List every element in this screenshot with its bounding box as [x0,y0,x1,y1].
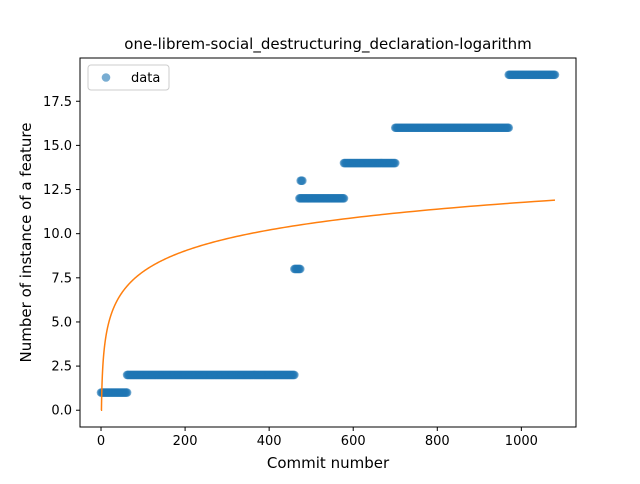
scatter-segment [296,176,307,186]
plot-area [80,58,576,427]
x-tick-label: 1000 [505,434,538,449]
data-point [295,264,305,274]
y-tick-label: 2.5 [51,360,72,375]
legend-label-data: data [131,71,160,86]
x-axis: 0 200 400 600 800 1000 [97,427,538,449]
x-tick-label: 800 [425,434,450,449]
y-axis-label: Number of instance of a feature [17,123,35,363]
data-point [298,176,307,186]
x-axis-label: Commit number [267,454,390,472]
scatter-segment [504,70,560,80]
scatter-segment [339,158,400,168]
y-tick-label: 17.5 [43,95,72,110]
scatter-segment [295,194,349,203]
y-tick-label: 10.0 [43,227,72,242]
plot-frame [79,57,577,428]
data-point [390,158,400,168]
legend: data [87,64,170,91]
data-point [550,70,560,80]
y-tick-label: 7.5 [51,271,72,286]
scatter-segment [122,370,299,380]
fit-line [100,199,556,411]
chart-title: one-librem-social_destructuring_declarat… [124,35,531,54]
x-tick-label: 400 [257,434,282,449]
y-tick-label: 15.0 [43,139,72,154]
series-layer [96,70,560,411]
y-axis: 0.0 2.5 5.0 7.5 10.0 12.5 15.0 17.5 [43,95,80,419]
scatter-segment [290,264,305,274]
y-tick-label: 12.5 [43,183,72,198]
y-tick-label: 5.0 [51,315,72,330]
x-tick-label: 200 [173,434,198,449]
data-point [122,388,132,397]
data-point [339,194,349,203]
legend-marker-data [101,73,111,82]
data-point [504,123,514,133]
y-tick-label: 0.0 [51,404,72,419]
data-point [290,370,299,380]
legend-box [87,64,170,91]
x-tick-label: 600 [341,434,366,449]
x-tick-label: 0 [97,434,105,449]
scatter-segment [390,123,514,133]
